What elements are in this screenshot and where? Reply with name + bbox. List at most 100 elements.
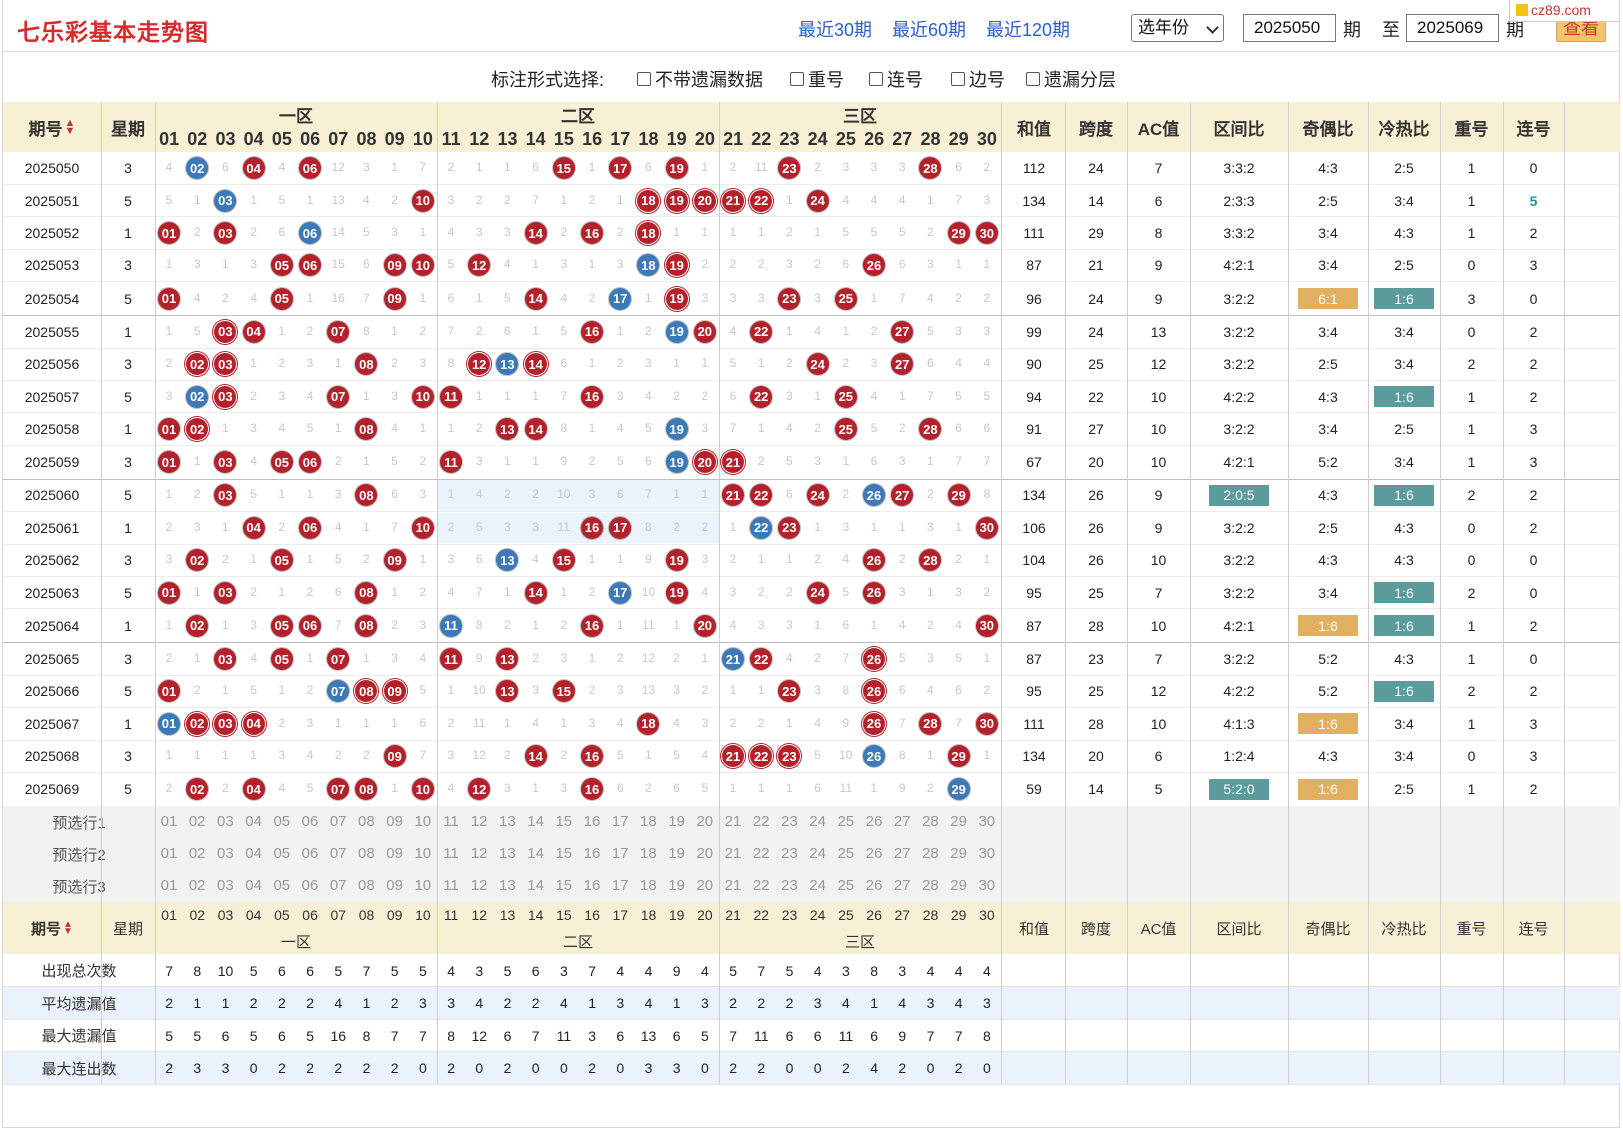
preselect-number[interactable]: 09: [386, 813, 403, 831]
ball-red[interactable]: 29: [947, 745, 970, 768]
ball-red[interactable]: 13: [496, 680, 519, 703]
preselect-number[interactable]: 11: [443, 845, 459, 863]
ball-red[interactable]: 07: [327, 648, 350, 670]
preselect-number[interactable]: 05: [273, 845, 291, 863]
ball-red[interactable]: 24: [806, 581, 829, 604]
preselect-number[interactable]: 15: [555, 845, 573, 863]
preselect-number[interactable]: 24: [809, 845, 826, 863]
ball-red[interactable]: 16: [581, 614, 603, 637]
ball-red[interactable]: 10: [411, 385, 434, 408]
ball-red[interactable]: 11: [440, 385, 462, 408]
ball-red[interactable]: 10: [411, 189, 434, 212]
preselect-number[interactable]: 04: [245, 877, 262, 895]
ball-red[interactable]: 24: [806, 189, 829, 212]
ball-blue[interactable]: 18: [637, 254, 660, 277]
preselect-number[interactable]: 09: [386, 845, 403, 863]
ball-red[interactable]: 04: [242, 320, 265, 343]
ball-red[interactable]: 19: [665, 549, 688, 572]
ball-red[interactable]: 23: [778, 516, 801, 539]
ball-red[interactable]: 26: [863, 712, 885, 735]
ball-blue[interactable]: 19: [665, 320, 688, 343]
ball-red[interactable]: 28: [919, 549, 942, 572]
sort-icon[interactable]: ▲ ▼: [64, 117, 76, 137]
ball-red[interactable]: 16: [581, 222, 603, 244]
preselect-number[interactable]: 02: [188, 813, 206, 831]
ball-red[interactable]: 03: [214, 581, 237, 604]
preselect-number[interactable]: 06: [301, 813, 319, 831]
preselect-number[interactable]: 11: [443, 877, 459, 895]
preselect-number[interactable]: 07: [329, 845, 347, 863]
preselect-number[interactable]: 25: [837, 813, 855, 831]
ball-red[interactable]: 12: [468, 778, 491, 801]
preselect-number[interactable]: 30: [978, 845, 996, 863]
preselect-number[interactable]: 08: [358, 813, 375, 831]
preselect-number[interactable]: 03: [217, 877, 234, 895]
preselect-number[interactable]: 27: [893, 877, 911, 895]
ball-red[interactable]: 25: [834, 287, 857, 310]
ball-red[interactable]: 02: [186, 712, 209, 735]
ball-red[interactable]: 10: [411, 254, 434, 277]
ball-red[interactable]: 30: [975, 222, 998, 244]
ball-red[interactable]: 26: [863, 549, 885, 572]
option-repeat[interactable]: 重号: [790, 66, 844, 92]
preselect-number[interactable]: 08: [358, 845, 375, 863]
ball-red[interactable]: 22: [750, 320, 773, 343]
ball-red[interactable]: 30: [975, 712, 998, 735]
sort-icon[interactable]: ▲ ▼: [63, 919, 73, 938]
preselect-number[interactable]: 26: [865, 845, 883, 863]
preselect-number[interactable]: 17: [611, 877, 629, 895]
preselect-number[interactable]: 19: [668, 877, 685, 895]
preselect-number[interactable]: 12: [470, 813, 488, 831]
checkbox[interactable]: [790, 72, 804, 86]
ball-red[interactable]: 17: [609, 516, 632, 539]
ball-red[interactable]: 30: [975, 614, 998, 637]
ball-red[interactable]: 02: [186, 778, 209, 801]
ball-blue[interactable]: 26: [863, 484, 885, 507]
ball-red[interactable]: 07: [327, 385, 350, 408]
preselect-number[interactable]: 29: [950, 813, 967, 831]
preselect-number[interactable]: 20: [696, 845, 714, 863]
option-edge[interactable]: 边号: [951, 66, 1005, 92]
preselect-number[interactable]: 28: [922, 877, 939, 895]
preselect-number[interactable]: 14: [527, 877, 544, 895]
checkbox[interactable]: [1026, 72, 1040, 86]
to-issue-input[interactable]: 2025069: [1406, 14, 1499, 42]
ball-red[interactable]: 28: [919, 712, 942, 735]
ball-red[interactable]: 06: [299, 614, 321, 637]
preselect-number[interactable]: 29: [950, 845, 967, 863]
ball-red[interactable]: 07: [327, 778, 350, 801]
ball-red[interactable]: 20: [693, 451, 716, 474]
ball-red[interactable]: 08: [355, 778, 378, 801]
ball-red[interactable]: 01: [158, 680, 180, 703]
header-issue[interactable]: 期号 ▲ ▼: [3, 102, 101, 152]
preselect-number[interactable]: 06: [301, 877, 319, 895]
preselect-number[interactable]: 25: [837, 845, 855, 863]
ball-red[interactable]: 22: [750, 484, 773, 507]
preselect-number[interactable]: 12: [470, 845, 488, 863]
preselect-number[interactable]: 19: [668, 845, 685, 863]
ball-red[interactable]: 16: [581, 778, 603, 801]
preselect-number[interactable]: 02: [188, 877, 206, 895]
ball-red[interactable]: 03: [214, 451, 237, 474]
checkbox[interactable]: [637, 72, 651, 86]
ball-red[interactable]: 22: [750, 189, 773, 212]
ball-blue[interactable]: 11: [440, 614, 462, 637]
ball-red[interactable]: 14: [524, 287, 547, 310]
preselect-number[interactable]: 20: [696, 813, 714, 831]
preselect-number[interactable]: 22: [752, 845, 770, 863]
ball-red[interactable]: 04: [242, 778, 265, 801]
ball-red[interactable]: 26: [863, 254, 885, 277]
ball-red[interactable]: 08: [355, 581, 378, 604]
ball-red[interactable]: 21: [722, 484, 744, 507]
ball-red[interactable]: 22: [750, 745, 773, 768]
preselect-number[interactable]: 02: [188, 845, 206, 863]
ball-blue[interactable]: 01: [158, 712, 180, 735]
preselect-number[interactable]: 16: [583, 813, 601, 831]
ball-red[interactable]: 12: [468, 353, 491, 376]
ball-red[interactable]: 23: [778, 745, 801, 768]
ball-red[interactable]: 25: [834, 418, 857, 440]
option-miss-layer[interactable]: 遗漏分层: [1026, 66, 1116, 92]
ball-red[interactable]: 05: [270, 614, 293, 637]
preselect-number[interactable]: 13: [499, 813, 516, 831]
ball-red[interactable]: 21: [722, 745, 744, 768]
